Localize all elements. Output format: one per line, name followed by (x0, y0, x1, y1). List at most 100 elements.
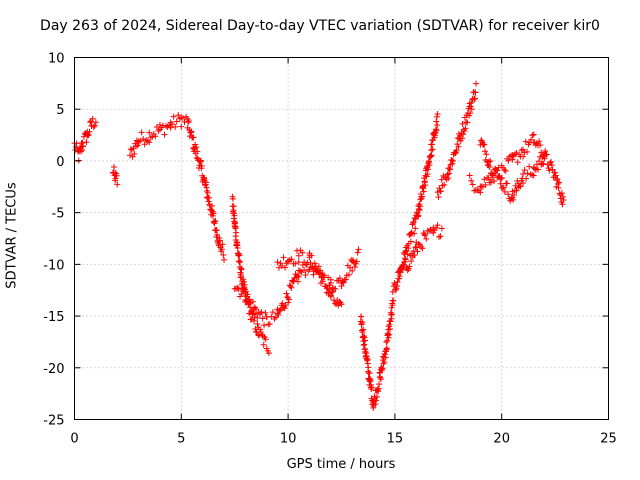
data-point (387, 318, 394, 325)
y-tick-label: 0 (56, 155, 64, 170)
data-point (509, 152, 516, 159)
data-point (254, 320, 261, 327)
data-point (332, 300, 339, 307)
data-point (482, 148, 489, 155)
data-point (77, 148, 84, 155)
data-point (358, 313, 365, 320)
data-point (155, 127, 162, 134)
data-point (460, 131, 467, 138)
data-point (238, 273, 245, 280)
data-point (481, 141, 488, 148)
data-point (379, 365, 386, 372)
data-point (365, 364, 372, 371)
data-point (467, 110, 474, 117)
data-point (345, 271, 352, 278)
data-point (491, 178, 498, 185)
data-point (359, 319, 366, 326)
data-point (409, 221, 416, 228)
data-point (437, 233, 444, 240)
data-point (354, 249, 361, 256)
data-point (172, 123, 179, 130)
data-point (434, 122, 441, 129)
data-point (421, 231, 428, 238)
data-point (505, 191, 512, 198)
data-point (560, 196, 567, 203)
data-point (299, 249, 306, 256)
data-point (280, 254, 287, 261)
data-point (426, 162, 433, 169)
data-point (408, 258, 415, 265)
data-point (347, 264, 354, 271)
data-point (548, 162, 555, 169)
data-point (342, 276, 349, 283)
data-point (430, 229, 437, 236)
data-point (447, 166, 454, 173)
data-point (90, 123, 97, 130)
data-point (546, 167, 553, 174)
data-point (521, 166, 528, 173)
data-point (428, 147, 435, 154)
data-point (152, 133, 159, 140)
data-point (429, 146, 436, 153)
data-point (433, 224, 440, 231)
data-point (290, 278, 297, 285)
data-point (423, 235, 430, 242)
data-point (434, 222, 441, 229)
data-point (418, 193, 425, 200)
data-point (216, 237, 223, 244)
data-point (292, 260, 299, 267)
data-point (240, 276, 247, 283)
data-point (462, 125, 469, 132)
data-point (297, 267, 304, 274)
data-point (367, 377, 374, 384)
data-point (362, 348, 369, 355)
data-point (329, 288, 336, 295)
data-point (436, 233, 443, 240)
data-point (508, 152, 515, 159)
data-point (241, 285, 248, 292)
data-point (435, 194, 442, 201)
data-point (414, 213, 421, 220)
data-point (176, 115, 183, 122)
data-point (483, 151, 490, 158)
data-point (244, 291, 251, 298)
data-point (410, 220, 417, 227)
data-point (411, 252, 418, 259)
data-point (520, 153, 527, 160)
data-point (234, 284, 241, 291)
data-point (274, 259, 281, 266)
data-point (468, 177, 475, 184)
data-point (249, 298, 256, 305)
data-point (269, 309, 276, 316)
data-point (386, 331, 393, 338)
data-point (159, 122, 166, 129)
x-tick-label: 5 (177, 432, 185, 447)
data-point (153, 123, 160, 130)
data-point (131, 150, 138, 157)
data-point (466, 112, 473, 119)
data-point (433, 113, 440, 120)
data-point (454, 141, 461, 148)
data-point (214, 231, 221, 238)
data-point (288, 284, 295, 291)
data-point (464, 119, 471, 126)
data-point (513, 187, 520, 194)
data-point (294, 278, 301, 285)
data-point (412, 225, 419, 232)
data-point (89, 115, 96, 122)
data-point (388, 311, 395, 318)
data-point (236, 252, 243, 259)
data-point (275, 264, 282, 271)
data-point (355, 246, 362, 253)
data-point (240, 278, 247, 285)
data-point (385, 334, 392, 341)
data-point (501, 188, 508, 195)
data-point (178, 123, 185, 130)
data-point (381, 359, 388, 365)
data-point (383, 345, 390, 352)
data-point (360, 342, 367, 349)
data-point (520, 170, 527, 177)
data-point (279, 300, 286, 307)
data-point (127, 146, 134, 153)
data-point (492, 165, 499, 172)
